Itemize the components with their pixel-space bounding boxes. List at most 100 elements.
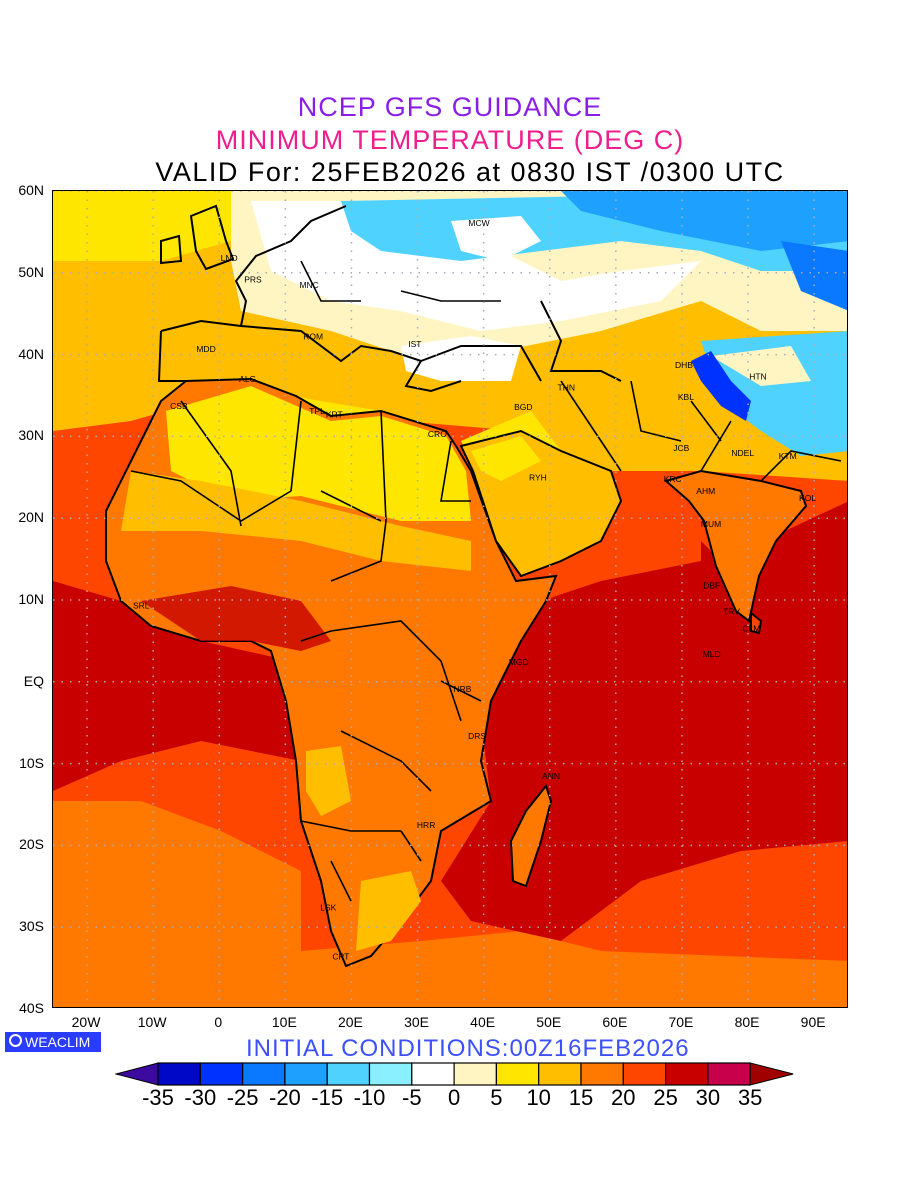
colorbar-tick-label: 25 [653,1085,678,1110]
colorbar-tick-label: 15 [568,1085,594,1110]
city-label: IST [408,339,421,349]
colorbar-tick-label: -20 [268,1085,301,1110]
lat-tick-label: EQ [23,672,44,689]
city-label: DRS [468,731,486,741]
iran-yellow [541,371,691,461]
colorbar-tick-label: 0 [447,1085,461,1110]
colorbar-swatch [284,1062,328,1086]
temperature-map: MCW LND PRS MNC ROM MDD IST ALG CSB TPL KRT CRO BGD T… [52,190,848,1008]
city-label: CLM [742,624,760,634]
city-label: KRT [326,409,343,419]
colorbar-tick-label: 20 [611,1085,636,1110]
colorbar-tick-label: -5 [402,1085,422,1110]
lat-tick-label: 20S [19,836,44,853]
colorbar-tick-label: 35 [737,1085,763,1110]
city-label: CPT [332,952,349,962]
colorbar-tick-label: 5 [490,1085,503,1110]
colorbar-tick-label: -10 [353,1085,386,1110]
weaclim-logo[interactable]: WEACLIM [5,1032,101,1052]
title-variable: MINIMUM TEMPERATURE (DEG C) [215,125,685,155]
colorbar-tick-label: -25 [226,1085,259,1110]
city-label: NDEL [731,448,754,458]
city-label: CSB [170,401,188,411]
colorbar-tick-label: 30 [695,1085,721,1110]
lat-tick-label: 30S [19,918,44,935]
lat-tick-label: 30N [18,427,44,444]
colorbar-tick-label: -15 [311,1085,344,1110]
gridlines [53,191,847,1007]
city-labels: MCW LND PRS MNC ROM MDD IST ALG CSB TPL KRT CRO BGD T… [133,218,816,962]
city-label: HRR [417,820,435,830]
siberia-darkblue [781,241,847,311]
city-label: BGD [514,402,532,412]
himalaya-blue [691,351,751,421]
colorbar-swatch [707,1062,751,1086]
city-label: LND [221,253,238,263]
siberia-blue [561,191,847,251]
city-label: JCB [673,443,689,453]
lon-tick-label: 60E [602,1014,628,1030]
city-label: KRC [664,474,682,484]
moscow-white [451,216,541,261]
tropical-ocean-west [53,581,301,791]
colorbar-swatch [411,1062,455,1086]
city-label: THN [558,382,575,392]
city-label: AHM [696,486,715,496]
sri-lanka [750,610,763,635]
britain [160,204,235,271]
colorbar-swatch [538,1062,582,1086]
lon-tick-label: 10W [137,1014,167,1030]
sahara-yellow [166,386,471,521]
city-label: NRB [454,684,472,694]
city-label: MCW [468,218,489,228]
lon-tick-label: 10E [271,1014,297,1030]
city-label: MDD [196,344,215,354]
city-label: ANN [542,771,560,781]
anatolia-white [401,336,521,381]
copyright-icon [9,1034,22,1047]
tibet-cream [711,346,811,386]
north-atlantic-yellow [53,191,231,261]
lon-tick-label: 90E [800,1014,826,1030]
lon-tick-label: 50E [536,1014,562,1030]
colorbar-swatch [199,1062,244,1086]
south-africa-yellow [356,871,421,951]
congo-darkred [141,586,331,651]
colorbar-swatch [622,1062,667,1086]
city-label: MNC [299,280,318,290]
madagascar [509,783,553,888]
colorbar-tick-label: 10 [526,1085,551,1110]
title-model: NCEP GFS GUIDANCE [297,92,603,122]
lat-tick-label: 60N [18,182,44,198]
colorbar-high-arrow [749,1062,794,1086]
city-label: ROM [303,332,323,342]
lat-tick-label: 10S [19,754,44,771]
city-label: MGD [509,657,529,667]
colorbar-swatch [326,1062,371,1086]
initial-conditions: INITIAL CONDITIONS:00Z16FEB2026 [246,1035,690,1062]
city-label: LSK [320,903,336,913]
colorbar-tick-label: -35 [142,1085,174,1110]
map-canvas: MCW LND PRS MNC ROM MDD IST ALG CSB TPL KRT CRO BGD T… [53,191,847,1007]
lon-tick-label: 20E [337,1014,363,1030]
colorbar-swatch [368,1062,413,1086]
city-label: MUM [701,519,721,529]
city-label: PRS [244,274,262,284]
city-label: CRO [428,429,447,439]
city-label: KTM [779,451,797,461]
lat-tick-label: 20N [18,509,44,526]
colorbar-swatch [664,1062,709,1086]
europe-coastline [157,205,622,393]
arabian-sea [521,501,701,601]
city-label: RYH [529,472,547,482]
city-label: DBF [703,580,720,590]
city-label: ALG [239,374,256,384]
lon-tick-label: 0 [214,1014,223,1030]
colorbar-swatch [453,1062,498,1086]
colorbar-swatch [580,1062,624,1086]
title-valid-time: VALID For: 25FEB2026 at 0830 IST /0300 U… [155,157,785,187]
city-label: DHB [675,360,693,370]
colorbar-tick-label: -30 [184,1085,217,1110]
lat-tick-label: 40S [19,1000,44,1016]
